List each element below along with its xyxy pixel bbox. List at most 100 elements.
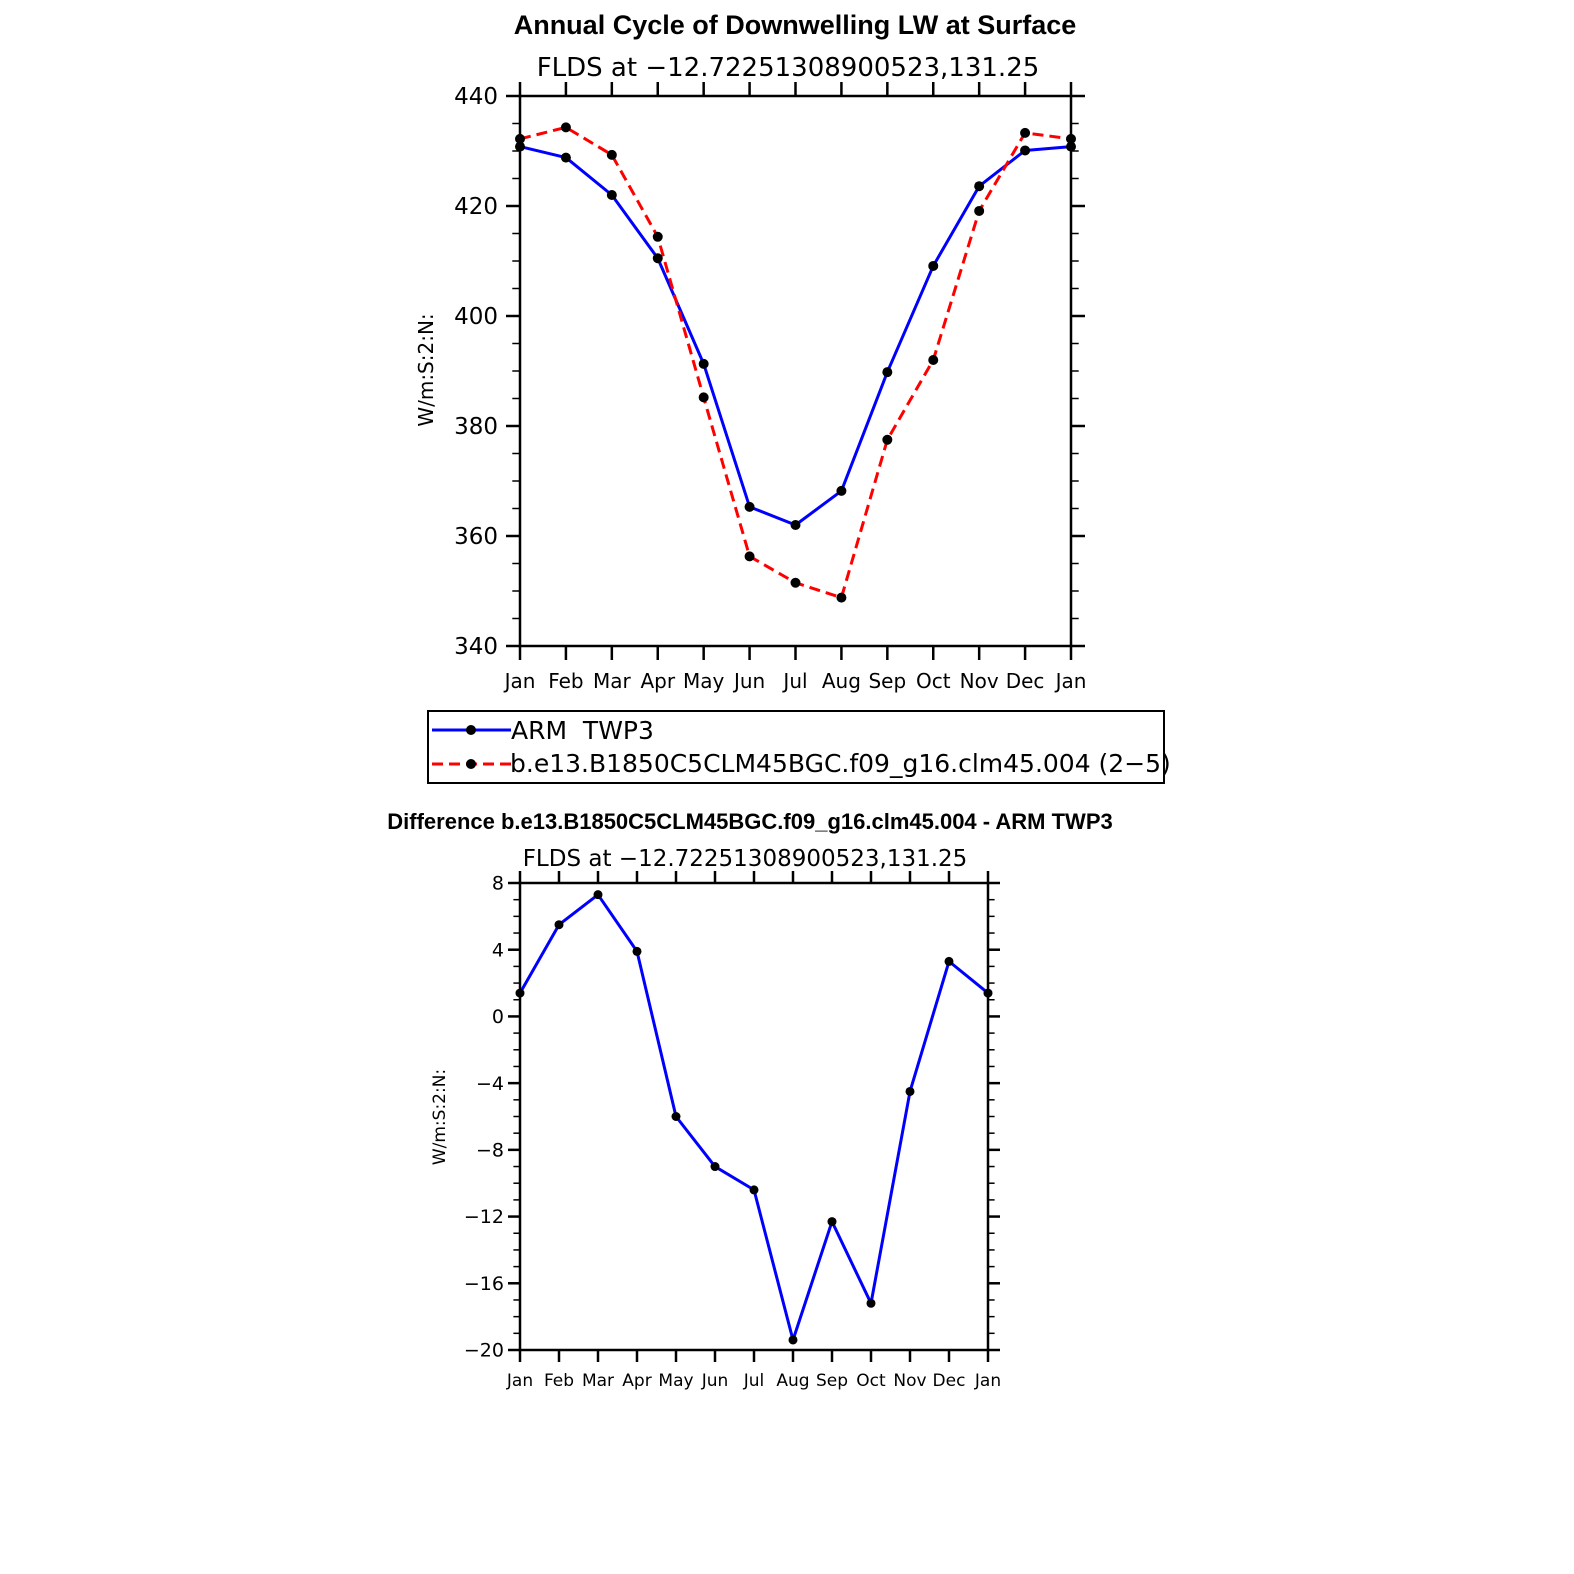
chart1-title: Annual Cycle of Downwelling LW at Surfac…: [514, 10, 1077, 40]
chart2-x-tick-labels: Jan Feb Mar Apr May Jun Jul Aug Sep Oct Nov Dec Jan: [506, 1371, 1001, 1391]
chart2-subtitle: FLDS at −12.72251308900523,131.25: [523, 846, 968, 872]
x-tick-label: Feb: [548, 669, 583, 693]
chart1-y-tick-labels: 340 360 380 400 420 440: [454, 84, 498, 660]
x-tick-label: Jan: [974, 1371, 1001, 1391]
data-point: [744, 551, 755, 562]
data-point: [652, 231, 663, 242]
legend-box: [427, 710, 1165, 784]
y-tick-label: 0: [492, 1006, 504, 1028]
x-tick-label: Mar: [582, 1371, 614, 1391]
data-point: [606, 190, 617, 200]
data-point: [866, 1298, 876, 1308]
data-point: [928, 260, 939, 271]
data-point: [790, 577, 801, 588]
series-line: [519, 145, 1072, 527]
data-point: [928, 355, 939, 365]
chart-difference: Difference b.e13.B1850C5CLM45BGC.f09_g16…: [387, 809, 1112, 1391]
data-point: [710, 1162, 720, 1172]
data-point: [974, 205, 985, 216]
x-tick-label: Jan: [503, 669, 536, 693]
x-tick-label: Aug: [822, 669, 861, 693]
data-point: [983, 988, 993, 998]
data-point: [790, 520, 801, 530]
chart1-legend: ARM TWP3 b.e13.B1850C5CLM45BGC.f09_g16.c…: [427, 710, 1171, 784]
x-tick-label: Apr: [640, 669, 675, 693]
y-tick-label: 420: [454, 194, 498, 220]
y-tick-label: 4: [492, 939, 504, 961]
data-point: [1066, 141, 1076, 152]
data-point: [652, 253, 663, 264]
y-tick-label: −16: [464, 1273, 504, 1295]
data-point: [749, 1185, 759, 1195]
x-tick-label: Oct: [856, 1371, 886, 1391]
y-tick-label: 360: [454, 524, 498, 550]
legend-label-model: b.e13.B1850C5CLM45BGC.f09_g16.clm45.004 …: [510, 749, 1171, 778]
data-point: [698, 392, 709, 403]
chart1-ylabel: W/m:S:2:N:: [414, 313, 438, 426]
chart1-subtitle: FLDS at −12.72251308900523,131.25: [537, 53, 1040, 83]
data-point: [593, 890, 603, 900]
x-tick-label: Mar: [593, 669, 632, 693]
x-tick-label: Oct: [916, 669, 951, 693]
data-point: [1020, 145, 1031, 156]
chart1-ticks: [506, 82, 1085, 660]
y-tick-label: −4: [476, 1073, 504, 1095]
x-tick-label: Apr: [622, 1371, 651, 1391]
data-point: [560, 122, 571, 133]
chart2-plot-frame: [518, 881, 990, 1352]
x-tick-label: Jul: [781, 669, 807, 693]
data-point: [827, 1217, 837, 1227]
x-tick-label: May: [683, 669, 725, 693]
data-point: [744, 501, 755, 512]
legend-label-arm: ARM TWP3: [511, 716, 654, 745]
chart2-title: Difference b.e13.B1850C5CLM45BGC.f09_g16…: [387, 809, 1112, 834]
x-tick-label: Jan: [506, 1371, 533, 1391]
chart2-series: [515, 890, 993, 1345]
x-tick-label: May: [658, 1371, 693, 1391]
x-tick-label: Sep: [868, 669, 906, 693]
chart-annual-cycle: Annual Cycle of Downwelling LW at Surfac…: [414, 10, 1086, 693]
y-tick-label: −20: [464, 1340, 504, 1362]
legend-marker-arm: [466, 725, 476, 735]
data-point: [554, 920, 564, 930]
data-point: [515, 141, 525, 152]
y-tick-label: −12: [464, 1206, 504, 1228]
data-point: [836, 485, 847, 496]
data-point: [1066, 133, 1076, 144]
data-point: [944, 956, 954, 966]
y-tick-label: −8: [476, 1140, 504, 1162]
x-tick-label: Sep: [816, 1371, 848, 1391]
data-point: [882, 367, 893, 378]
y-tick-label: 380: [454, 414, 498, 440]
x-tick-label: Feb: [544, 1371, 574, 1391]
data-point: [788, 1335, 798, 1345]
x-tick-label: Dec: [933, 1371, 966, 1391]
x-tick-label: Dec: [1006, 669, 1045, 693]
chart2-y-tick-labels: −20 −16 −12 −8 −4 0 4 8: [464, 873, 504, 1362]
y-tick-label: 8: [492, 873, 504, 895]
chart2-ticks: [508, 871, 1000, 1362]
data-point: [632, 946, 642, 956]
data-point: [1020, 127, 1031, 138]
data-point: [882, 434, 893, 445]
x-tick-label: Jun: [732, 669, 765, 693]
series-line: [518, 893, 989, 1342]
data-point: [974, 181, 985, 192]
x-tick-label: Jan: [1054, 669, 1087, 693]
x-tick-label: Jun: [701, 1371, 729, 1391]
y-tick-label: 440: [454, 84, 498, 110]
x-tick-label: Jul: [743, 1371, 765, 1391]
data-point: [560, 152, 571, 163]
chart2-ylabel: W/m:S:2:N:: [430, 1069, 450, 1165]
data-point: [671, 1112, 681, 1121]
data-point: [515, 988, 525, 998]
chart1-series: [515, 122, 1076, 603]
x-tick-label: Nov: [893, 1371, 926, 1391]
x-tick-label: Nov: [960, 669, 999, 693]
data-point: [606, 149, 617, 160]
x-tick-label: Aug: [776, 1371, 809, 1391]
y-tick-label: 400: [454, 304, 498, 330]
y-tick-label: 340: [454, 634, 498, 660]
data-point: [836, 592, 847, 603]
